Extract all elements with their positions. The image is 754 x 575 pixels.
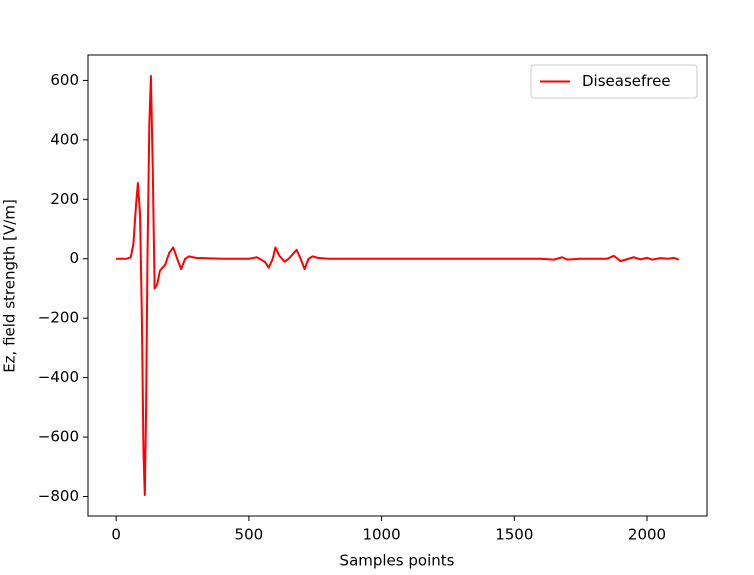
x-tick-label: 0: [111, 526, 121, 544]
plot-frame: [87, 54, 708, 517]
y-tick-label: −400: [38, 368, 79, 386]
x-tick-label: 1000: [362, 526, 400, 544]
y-tick-label: 600: [50, 71, 79, 89]
y-tick-label: −800: [38, 487, 79, 505]
legend-box: [530, 64, 698, 99]
data-line: [116, 74, 680, 497]
y-tick-label: −600: [38, 428, 79, 446]
y-tick-label: 0: [69, 249, 79, 267]
x-tick-label: 500: [235, 526, 264, 544]
y-tick-label: −200: [38, 309, 79, 327]
x-tick-label: 1500: [495, 526, 533, 544]
x-tick-label: 2000: [628, 526, 666, 544]
x-axis-label: Samples points: [340, 552, 455, 570]
legend-label: Diseasefree: [582, 72, 671, 90]
y-tick-label: 200: [50, 190, 79, 208]
y-tick-label: 400: [50, 130, 79, 148]
y-axis-label: Ez, field strength [V/m]: [1, 199, 19, 373]
